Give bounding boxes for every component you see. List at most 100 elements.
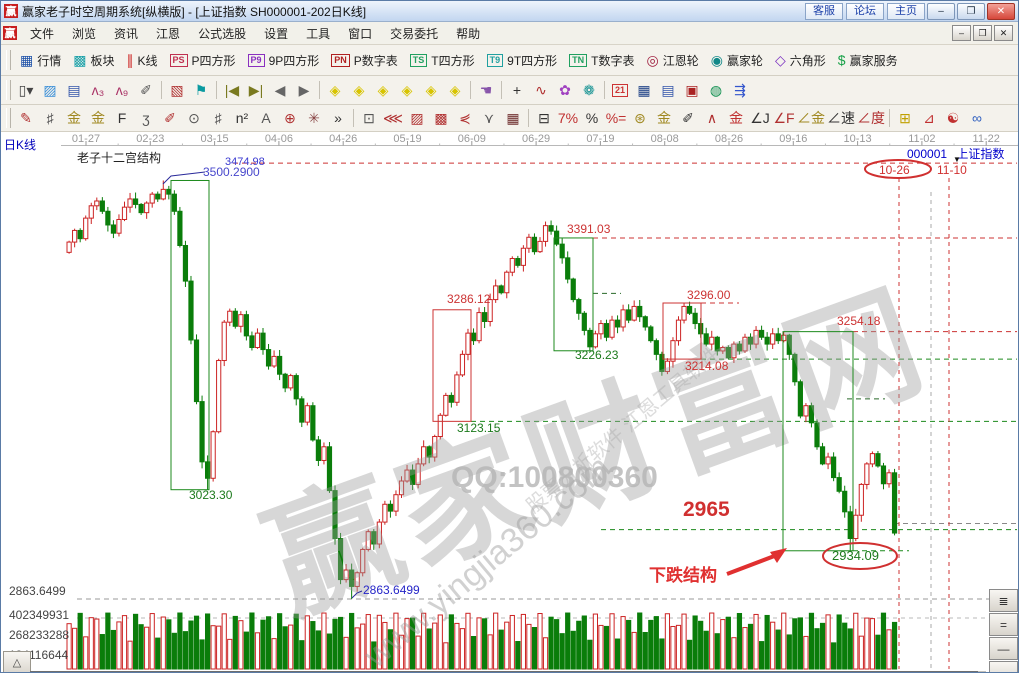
send-button[interactable]: ⇶ (728, 79, 752, 101)
9p-square-button[interactable]: P9 9P四方形 (242, 50, 326, 71)
notes-button[interactable]: ▤ (656, 79, 680, 101)
gold-circle-button[interactable]: ⊛ (628, 107, 652, 129)
menu-browse[interactable]: 浏览 (72, 26, 97, 41)
save-button[interactable]: ▣ (680, 79, 704, 101)
menu-file[interactable]: 文件 (30, 26, 55, 41)
line-style-double-button[interactable]: = (989, 613, 1018, 636)
angle-fan-button[interactable]: ⋞ (453, 107, 477, 129)
box-select-button[interactable]: ⊡ (357, 107, 381, 129)
gold-square2-button[interactable]: 金 (86, 107, 110, 129)
percent-zone-button[interactable]: 7% (556, 107, 580, 129)
prev-bar-button[interactable]: ◀ (268, 79, 292, 101)
fan-lines-button[interactable]: ⋘ (381, 107, 405, 129)
angle-speed-button[interactable]: ∠速 (826, 107, 856, 129)
chart3-button[interactable]: ʌ₃ (86, 79, 110, 101)
starburst-button[interactable]: ✳ (302, 107, 326, 129)
angle-j-button[interactable]: ∠J (748, 107, 772, 129)
forum-link[interactable]: 论坛 (846, 2, 884, 20)
angle-f-button[interactable]: ∠F (772, 107, 796, 129)
angle-gold-button[interactable]: ∠金 (796, 107, 826, 129)
sectors-button[interactable]: ▩ 板块 (67, 50, 120, 71)
expand-panel-button[interactable]: △ (3, 651, 31, 672)
yinyang-button[interactable]: ☯ (941, 107, 965, 129)
n-square-button[interactable]: n² (230, 107, 254, 129)
winner-wheel-button[interactable]: ◉ 赢家轮 (705, 50, 769, 71)
menu-gann[interactable]: 江恩 (156, 26, 181, 41)
wave-ruler-button[interactable]: ∧ (700, 107, 724, 129)
grid-toggle-button[interactable]: ⊞ (893, 107, 917, 129)
home-link[interactable]: 主页 (887, 2, 925, 20)
horizontal-scrollbar[interactable] (30, 671, 986, 672)
gold-levels-button[interactable]: 金 (652, 107, 676, 129)
kline-button[interactable]: ∥ K线 (121, 50, 164, 71)
mdi-restore-button[interactable]: ❐ (973, 25, 992, 41)
teal-shape-button[interactable]: ❁ (577, 79, 601, 101)
candle-style-button[interactable]: ▯▾ (14, 79, 38, 101)
doc-button[interactable]: ▤ (62, 79, 86, 101)
dense-grid-button[interactable]: ▦ (501, 107, 525, 129)
more-tools-button[interactable]: » (326, 107, 350, 129)
data-export-button[interactable]: ◍ (704, 79, 728, 101)
purple-shape-button[interactable]: ✿ (553, 79, 577, 101)
zigzag-button[interactable]: ⋎ (477, 107, 501, 129)
gold-square1-button[interactable]: 金 (62, 107, 86, 129)
time-circle-button[interactable]: ⊙ (182, 107, 206, 129)
pattern-button[interactable]: ▧ (165, 79, 189, 101)
maximize-button[interactable]: ❐ (957, 2, 985, 20)
marker2-button[interactable]: ✐ (158, 107, 182, 129)
tally-button[interactable]: ♯ (206, 107, 230, 129)
compress-y-button[interactable]: ◈ (371, 79, 395, 101)
gann-box2-button[interactable]: ▩ (429, 107, 453, 129)
line-style-triple-button[interactable]: ≣ (989, 589, 1018, 612)
chart9-button[interactable]: ʌ₉ (110, 79, 134, 101)
hand-tool-button[interactable]: ☚ (474, 79, 498, 101)
flag-chart-button[interactable]: ⚑ (189, 79, 213, 101)
spiral-button[interactable]: ʒ (134, 107, 158, 129)
p-number-table-button[interactable]: PN P数字表 (325, 50, 404, 71)
close-button[interactable]: ✕ (987, 2, 1015, 20)
trendline-button[interactable]: ∿ (529, 79, 553, 101)
calendar-button[interactable]: 21 (608, 79, 632, 101)
hexagon-button[interactable]: ◇ 六角形 (769, 50, 832, 71)
line-chart-button[interactable]: ⊿ (917, 107, 941, 129)
compress-x-button[interactable]: ◈ (323, 79, 347, 101)
t-square-button[interactable]: TS T四方形 (404, 50, 481, 71)
mdi-close-button[interactable]: ✕ (994, 25, 1013, 41)
infinity-button[interactable]: ∞ (965, 107, 989, 129)
gann-wheel-button[interactable]: ◎ 江恩轮 (641, 50, 705, 71)
pen2-button[interactable]: ✐ (676, 107, 700, 129)
menu-trading[interactable]: 交易委托 (390, 26, 439, 41)
menu-news[interactable]: 资讯 (114, 26, 139, 41)
support-link[interactable]: 客服 (805, 2, 843, 20)
menu-formula-picker[interactable]: 公式选股 (198, 26, 247, 41)
menu-tools[interactable]: 工具 (306, 26, 331, 41)
winner-service-button[interactable]: $ 赢家服务 (832, 50, 904, 71)
t-number-table-button[interactable]: TN T数字表 (563, 50, 640, 71)
symbol-dropdown-icon[interactable]: ▼ (953, 155, 961, 164)
scroll-right-button[interactable]: → (989, 661, 1018, 672)
next-bar-button[interactable]: ▶ (292, 79, 316, 101)
market-quotes-button[interactable]: ▦ 行情 (14, 50, 67, 71)
fib-retrace-button[interactable]: F (110, 107, 134, 129)
line-style-single-button[interactable]: — (989, 637, 1018, 660)
expand-all-button[interactable]: ◈ (443, 79, 467, 101)
crosshair-button[interactable]: + (505, 79, 529, 101)
expand-y-button[interactable]: ◈ (395, 79, 419, 101)
image-button[interactable]: ▨ (38, 79, 62, 101)
pen-tool-button[interactable]: ✎ (14, 107, 38, 129)
expand-x-button[interactable]: ◈ (347, 79, 371, 101)
minimize-button[interactable]: – (927, 2, 955, 20)
channel-button[interactable]: A (254, 107, 278, 129)
circle-cross-button[interactable]: ⊕ (278, 107, 302, 129)
menu-window[interactable]: 窗口 (348, 26, 373, 41)
menu-help[interactable]: 帮助 (456, 26, 481, 41)
compress-all-button[interactable]: ◈ (419, 79, 443, 101)
angle-degree-button[interactable]: ∠度 (856, 107, 886, 129)
menu-settings[interactable]: 设置 (264, 26, 289, 41)
grid-lines-button[interactable]: ♯ (38, 107, 62, 129)
horizontal-scrollbar-thumb[interactable] (30, 671, 978, 672)
percent-button[interactable]: % (580, 107, 604, 129)
9t-square-button[interactable]: T9 9T四方形 (481, 50, 564, 71)
first-bar-button[interactable]: |◀ (220, 79, 244, 101)
mdi-minimize-button[interactable]: – (952, 25, 971, 41)
